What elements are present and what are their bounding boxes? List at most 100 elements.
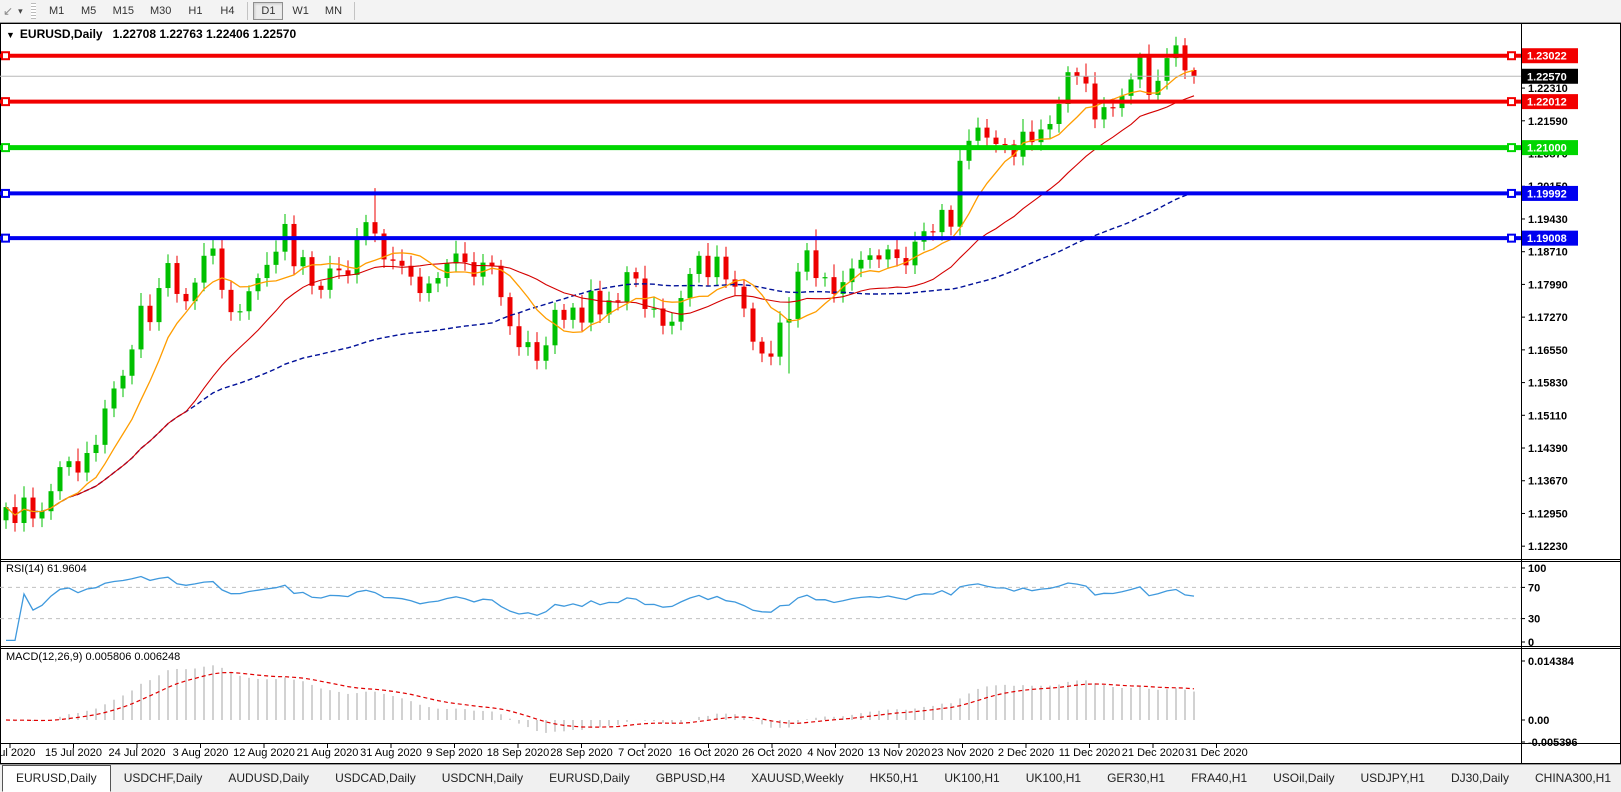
price-tick-label: 1.15830	[1528, 378, 1568, 390]
level-line-anchor[interactable]	[1, 97, 10, 107]
toolbar-grip-handle[interactable]	[30, 3, 36, 19]
level-price-badge-bg	[1522, 140, 1578, 156]
chart-tab-usdchf-daily[interactable]: USDCHF,Daily	[123, 771, 203, 785]
tf-button-h4[interactable]: H4	[220, 5, 235, 17]
candle-body	[147, 305, 153, 323]
level-line-anchor[interactable]	[1507, 143, 1516, 153]
chart-canvas[interactable]: 1.223101.215901.208701.201501.194301.187…	[0, 23, 1621, 764]
chart-tab-xauusd-weekly[interactable]: XAUUSD,Weekly	[751, 771, 844, 785]
macd-indicator-label: MACD(12,26,9) 0.005806 0.006248	[6, 651, 181, 663]
candle-body	[1155, 80, 1161, 95]
chart-tab-uk100-h1[interactable]: UK100,H1	[944, 771, 1000, 785]
chart-tab-usdcnh-daily[interactable]: USDCNH,Daily	[441, 771, 524, 785]
candle-body	[561, 309, 567, 320]
chart-tab-usdjpy-h1[interactable]: USDJPY,H1	[1360, 771, 1425, 785]
candle-body	[1038, 129, 1044, 143]
candle-body	[885, 249, 891, 260]
tf-button-w1[interactable]: W1	[292, 5, 309, 17]
candle-body	[705, 255, 711, 278]
tf-button-mn[interactable]: MN	[324, 5, 343, 17]
level-line-anchor[interactable]	[1507, 97, 1516, 107]
collapse-triangle-icon[interactable]: ▼	[6, 30, 15, 40]
pointer-tool-icon[interactable]: ↙	[3, 4, 14, 18]
candle-body	[183, 293, 189, 302]
current-price-badge-bg	[1522, 68, 1578, 84]
candle-body	[129, 349, 135, 376]
level-line-anchor[interactable]	[1, 51, 10, 61]
chart-tab-china300-h1[interactable]: CHINA300,H1	[1534, 771, 1612, 785]
chart-tab-ger30-h1[interactable]: GER30,H1	[1107, 771, 1166, 785]
chart-tab-uk100-h1[interactable]: UK100,H1	[1025, 771, 1082, 785]
date-tick-label: 4 Nov 2020	[807, 747, 864, 759]
candle-body	[912, 241, 918, 266]
candle-body	[1029, 131, 1035, 143]
tf-button-d1[interactable]: D1	[253, 2, 284, 20]
price-tick-label: 1.16550	[1528, 345, 1568, 357]
chevron-down-icon[interactable]: ▾	[18, 5, 23, 16]
price-tick-label: 1.12230	[1528, 541, 1568, 553]
chart-tab-hk50-h1[interactable]: HK50,H1	[869, 771, 919, 785]
level-line-anchor[interactable]	[1, 233, 10, 243]
date-tick-label: 6 Jul 2020	[0, 747, 36, 759]
level-line-anchor[interactable]	[1507, 233, 1516, 243]
price-tick-label: 1.22310	[1528, 83, 1568, 95]
candle-body	[318, 285, 324, 290]
toolbar-separator	[247, 2, 249, 20]
candle-body	[174, 263, 180, 294]
candle-body	[480, 262, 486, 277]
date-tick-label: 16 Oct 2020	[678, 747, 739, 759]
candle-body	[948, 209, 954, 227]
candle-body	[156, 288, 162, 323]
candle-body	[1110, 107, 1116, 109]
chart-tab-usoil-daily[interactable]: USOil,Daily	[1273, 771, 1335, 785]
candle-body	[795, 271, 801, 319]
candle-body	[552, 309, 558, 346]
candle-body	[930, 231, 936, 233]
date-tick-label: 21 Aug 2020	[296, 747, 359, 759]
candle-body	[444, 263, 450, 279]
level-price-badge-bg	[1522, 48, 1578, 64]
candle-body	[1011, 144, 1017, 157]
tf-button-m30[interactable]: M30	[150, 5, 172, 17]
candle-body	[75, 461, 81, 473]
candle-body	[1020, 131, 1026, 157]
chart-tab-dj30-daily[interactable]: DJ30,Daily	[1450, 771, 1509, 785]
level-line-anchor[interactable]	[1, 188, 10, 198]
tf-button-m15[interactable]: M15	[112, 5, 134, 17]
date-tick-label: 31 Aug 2020	[360, 747, 422, 759]
tf-button-m1[interactable]: M1	[48, 5, 65, 17]
candle-body	[273, 251, 279, 265]
macd-tick-label: 0.014384	[1528, 656, 1575, 668]
candle-body	[1173, 45, 1179, 59]
candle-body	[120, 375, 126, 389]
chart-tab-eurusd-daily[interactable]: EURUSD,Daily	[2, 765, 111, 792]
candle-body	[1065, 72, 1071, 104]
candle-body	[975, 127, 981, 141]
chart-tab-gbpusd-h4[interactable]: GBPUSD,H4	[655, 771, 726, 785]
chart-tab-usdcad-daily[interactable]: USDCAD,Daily	[335, 771, 416, 785]
level-line-anchor[interactable]	[1, 143, 10, 153]
date-tick-label: 24 Jul 2020	[108, 747, 166, 759]
chart-tab-fra40-h1[interactable]: FRA40,H1	[1191, 771, 1248, 785]
candle-body	[615, 300, 621, 302]
chart-tab-eurusd-daily[interactable]: EURUSD,Daily	[549, 771, 630, 785]
tf-button-m5[interactable]: M5	[80, 5, 97, 17]
level-line-anchor[interactable]	[1507, 51, 1516, 61]
rsi-indicator-label: RSI(14) 61.9604	[6, 563, 87, 575]
level-line-anchor[interactable]	[1507, 188, 1516, 198]
candle-body	[255, 278, 261, 292]
level-price-badge-bg	[1522, 185, 1578, 201]
chart-tab-audusd-daily[interactable]: AUDUSD,Daily	[228, 771, 310, 785]
candle-body	[30, 497, 36, 519]
tf-button-h1[interactable]: H1	[188, 5, 203, 17]
level-price-badge: 1.21000	[1527, 143, 1567, 155]
timeframe-toolbar: ↙ ▾ M1 M5 M15 M30 H1 H4 D1 W1 MN	[0, 0, 1621, 23]
candle-body	[39, 511, 45, 519]
macd-tick-label: -0.005396	[1528, 737, 1578, 749]
candle-body	[1128, 79, 1134, 96]
candle-body	[435, 278, 441, 284]
candle-body	[1002, 143, 1008, 146]
price-tick-label: 1.13670	[1528, 476, 1568, 488]
candle-body	[723, 256, 729, 280]
date-tick-label: 11 Dec 2020	[1058, 747, 1121, 759]
